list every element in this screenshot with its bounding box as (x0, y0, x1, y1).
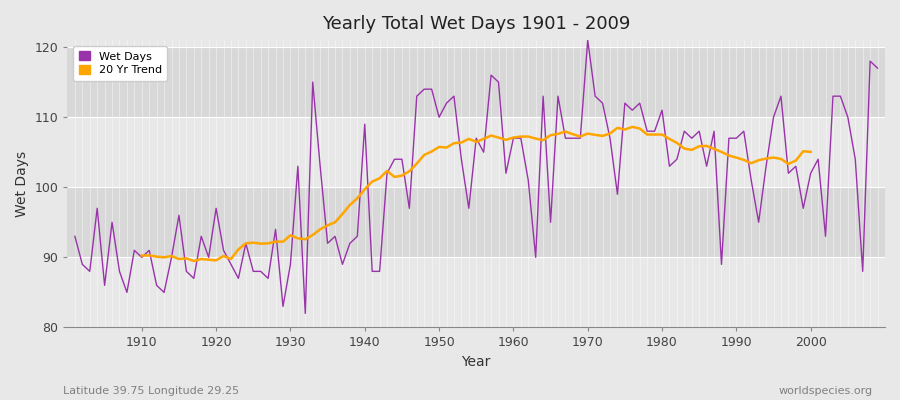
Y-axis label: Wet Days: Wet Days (15, 151, 29, 217)
Text: worldspecies.org: worldspecies.org (778, 386, 873, 396)
Text: Latitude 39.75 Longitude 29.25: Latitude 39.75 Longitude 29.25 (63, 386, 239, 396)
Bar (68, 187, 885, 257)
X-axis label: Year: Year (462, 355, 490, 369)
Bar (68, 117, 885, 187)
Bar (68, 257, 885, 328)
Title: Yearly Total Wet Days 1901 - 2009: Yearly Total Wet Days 1901 - 2009 (322, 15, 630, 33)
Legend: Wet Days, 20 Yr Trend: Wet Days, 20 Yr Trend (73, 46, 167, 81)
Bar (68, 47, 885, 117)
